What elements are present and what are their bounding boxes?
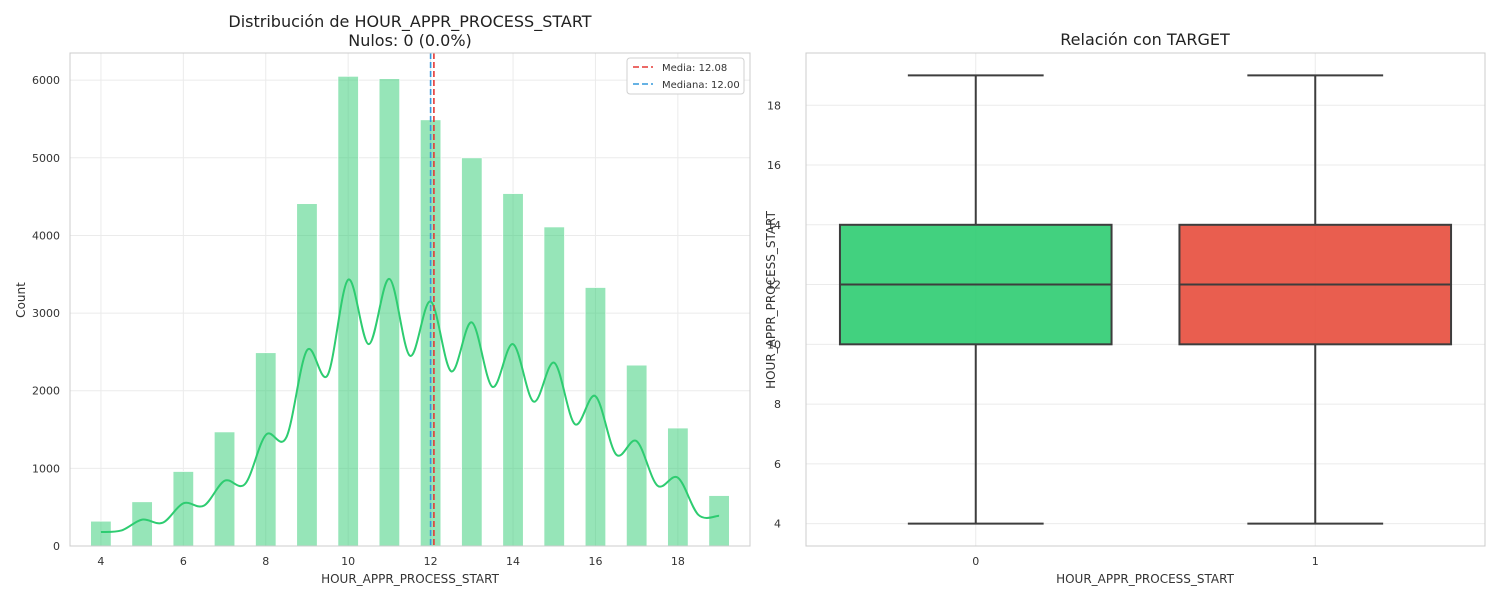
histogram-title: Distribución de HOUR_APPR_PROCESS_START xyxy=(228,12,591,32)
x-tick-label: 6 xyxy=(180,555,187,568)
y-tick-label: 6000 xyxy=(32,74,60,87)
y-tick-label: 6 xyxy=(774,458,781,471)
histogram-bar xyxy=(543,226,565,547)
histogram-legend: Media: 12.08 Mediana: 12.00 xyxy=(626,57,745,95)
y-tick-label: 18 xyxy=(767,99,781,112)
y-tick-label: 8 xyxy=(774,398,781,411)
legend-box xyxy=(626,57,745,95)
histogram-bar xyxy=(461,157,483,547)
histogram-bar xyxy=(502,193,524,547)
legend-mean-label: Media: 12.08 xyxy=(662,63,727,74)
y-tick-label: 4000 xyxy=(32,229,60,242)
legend-median-label: Mediana: 12.00 xyxy=(662,80,740,91)
y-tick-label: 5000 xyxy=(32,152,60,165)
y-tick-label: 16 xyxy=(767,159,781,172)
x-tick-label: 1 xyxy=(1312,555,1319,568)
histogram-chart: Distribución de HOUR_APPR_PROCESS_START … xyxy=(14,12,751,586)
x-tick-label: 4 xyxy=(97,555,104,568)
y-tick-label: 0 xyxy=(53,540,60,553)
histogram-bar xyxy=(378,78,401,547)
x-tick-label: 8 xyxy=(262,555,269,568)
x-tick-label: 0 xyxy=(972,555,979,568)
histogram-subtitle: Nulos: 0 (0.0%) xyxy=(348,31,472,50)
kde-curve xyxy=(100,277,720,534)
histogram-bars xyxy=(90,75,730,547)
histogram-x-ticks: 4 6 8 10 12 14 16 18 xyxy=(97,555,684,568)
boxplot-x-label: HOUR_APPR_PROCESS_START xyxy=(1056,572,1235,586)
y-tick-label: 4 xyxy=(774,518,781,531)
histogram-plot-frame xyxy=(69,52,751,547)
boxplot-boxes xyxy=(838,74,1453,525)
y-tick-label: 2000 xyxy=(32,385,60,398)
histogram-y-ticks: 0 1000 2000 3000 4000 5000 6000 xyxy=(32,74,60,553)
x-tick-label: 18 xyxy=(671,555,685,568)
boxplot-plot-frame xyxy=(805,52,1486,547)
histogram-bar xyxy=(90,520,112,547)
histogram-y-label: Count xyxy=(14,282,28,318)
x-tick-label: 12 xyxy=(424,555,438,568)
x-tick-label: 10 xyxy=(341,555,355,568)
y-tick-label: 14 xyxy=(767,219,781,232)
x-tick-label: 16 xyxy=(588,555,602,568)
boxplot-y-ticks: 4 6 8 10 12 14 16 18 xyxy=(767,99,781,530)
histogram-bar xyxy=(708,495,730,547)
y-tick-label: 1000 xyxy=(32,462,60,475)
y-tick-label: 3000 xyxy=(32,307,60,320)
boxplot-y-label: HOUR_APPR_PROCESS_START xyxy=(764,210,778,389)
y-tick-label: 12 xyxy=(767,279,781,292)
histogram-x-label: HOUR_APPR_PROCESS_START xyxy=(321,572,500,586)
boxplot-title: Relación con TARGET xyxy=(1060,30,1230,49)
x-tick-label: 14 xyxy=(506,555,520,568)
y-tick-label: 10 xyxy=(767,338,781,351)
